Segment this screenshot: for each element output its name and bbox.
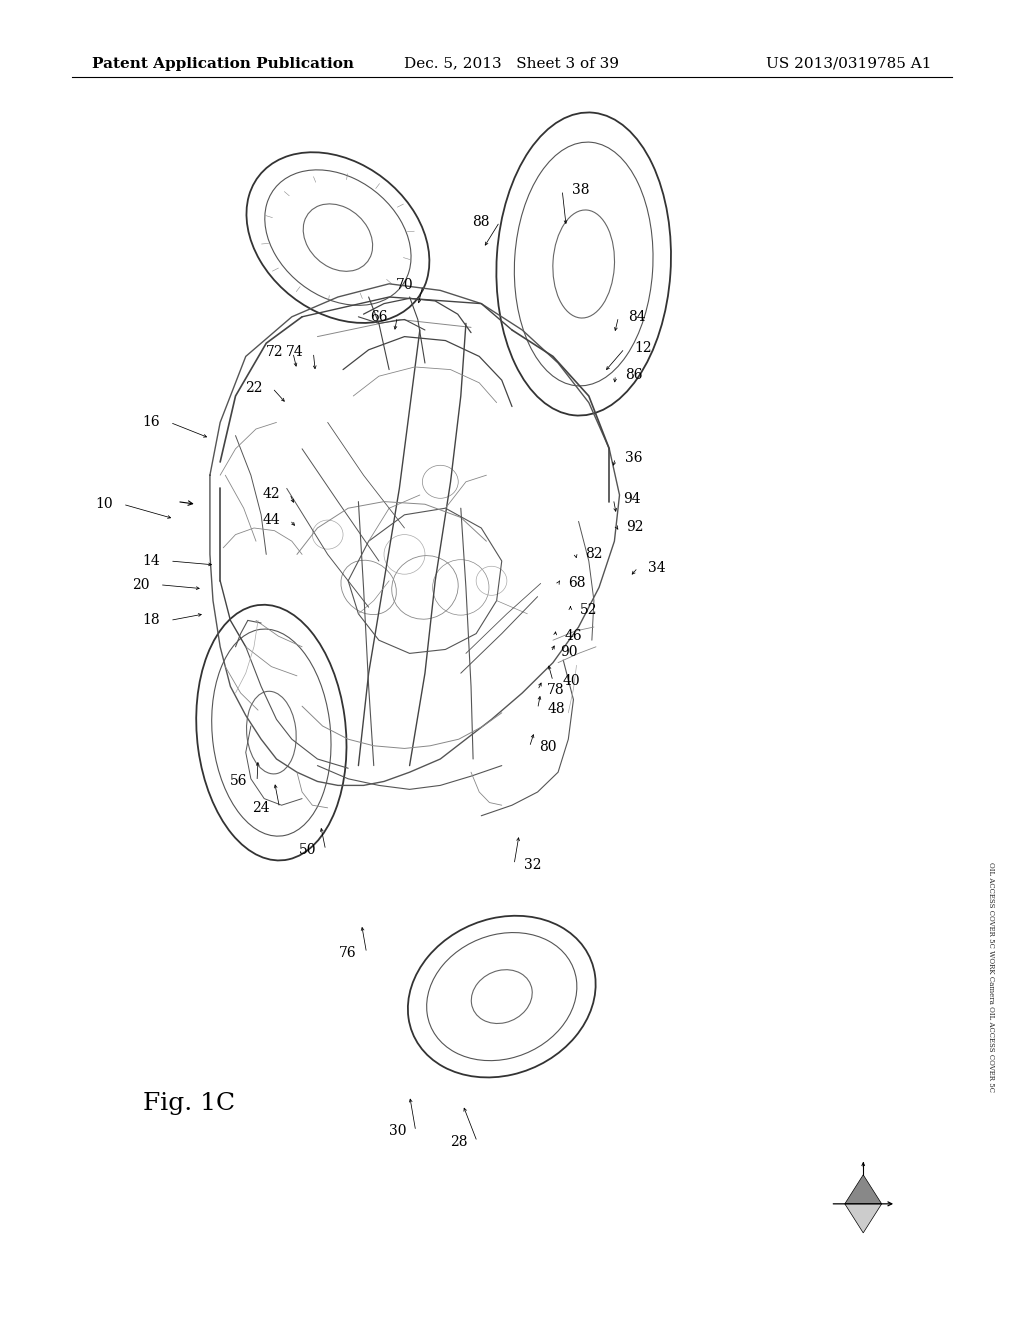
Text: 36: 36 [625,451,643,465]
Text: OIL ACCESS COVER 5C WORK Camera OIL ACCESS COVER 5C: OIL ACCESS COVER 5C WORK Camera OIL ACCE… [987,862,995,1092]
Text: 38: 38 [571,183,590,197]
Text: 28: 28 [450,1135,468,1148]
Text: 76: 76 [339,946,357,960]
Text: 70: 70 [395,279,414,292]
Text: 72: 72 [265,346,284,359]
Text: 52: 52 [580,603,598,616]
Text: 50: 50 [298,843,316,857]
Polygon shape [845,1175,882,1204]
Text: 84: 84 [628,310,646,323]
Text: 46: 46 [564,630,583,643]
Text: 32: 32 [523,858,542,871]
Text: 40: 40 [562,675,581,688]
Text: 74: 74 [286,346,304,359]
Text: 14: 14 [142,554,161,568]
Text: 56: 56 [229,775,248,788]
Text: 24: 24 [252,801,270,814]
Text: 22: 22 [245,381,263,395]
Text: 18: 18 [142,614,161,627]
Text: 10: 10 [95,498,114,511]
Text: 90: 90 [560,645,579,659]
Text: 88: 88 [472,215,490,228]
Text: 42: 42 [262,487,281,500]
Text: 48: 48 [547,702,565,715]
Text: 86: 86 [625,368,643,381]
Text: 94: 94 [623,492,641,506]
Text: 92: 92 [626,520,644,533]
Text: 12: 12 [634,342,652,355]
Text: Dec. 5, 2013   Sheet 3 of 39: Dec. 5, 2013 Sheet 3 of 39 [404,57,620,71]
Polygon shape [845,1204,882,1233]
Text: US 2013/0319785 A1: US 2013/0319785 A1 [766,57,932,71]
Text: 20: 20 [132,578,151,591]
Text: 80: 80 [539,741,557,754]
Text: 82: 82 [585,548,603,561]
Text: Patent Application Publication: Patent Application Publication [92,57,354,71]
Text: 78: 78 [547,684,565,697]
Text: 44: 44 [262,513,281,527]
Text: 34: 34 [647,561,666,574]
Text: 66: 66 [370,310,388,323]
Text: 16: 16 [142,416,161,429]
Text: Fig. 1C: Fig. 1C [143,1093,236,1115]
Text: 68: 68 [567,577,586,590]
Text: 30: 30 [388,1125,407,1138]
